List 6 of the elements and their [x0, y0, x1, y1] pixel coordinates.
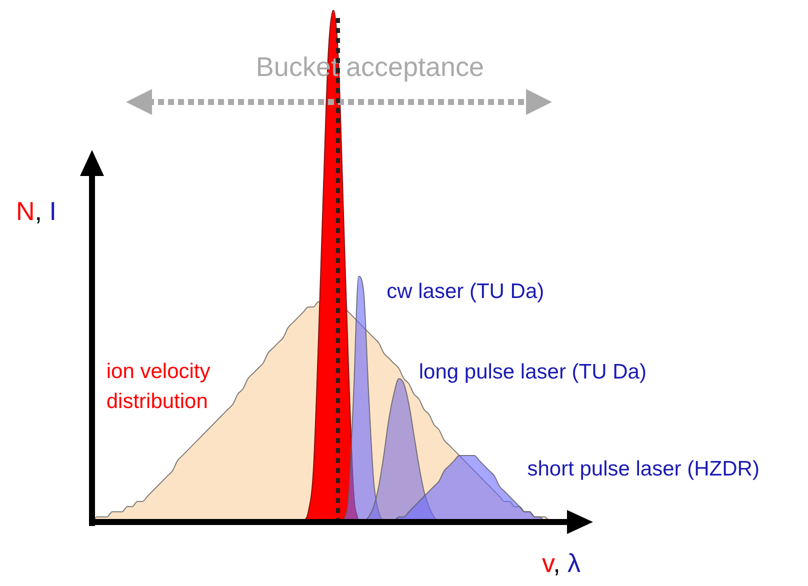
series-label: short pulse laser (HZDR): [527, 457, 760, 480]
series-label: ion velocity distribution: [106, 360, 211, 413]
y-axis-title: N, I: [16, 196, 56, 226]
x-axis-title: v, λ: [542, 548, 581, 578]
series-label: long pulse laser (TU Da): [418, 360, 646, 384]
series-label: cw laser (TU Da): [386, 280, 544, 304]
